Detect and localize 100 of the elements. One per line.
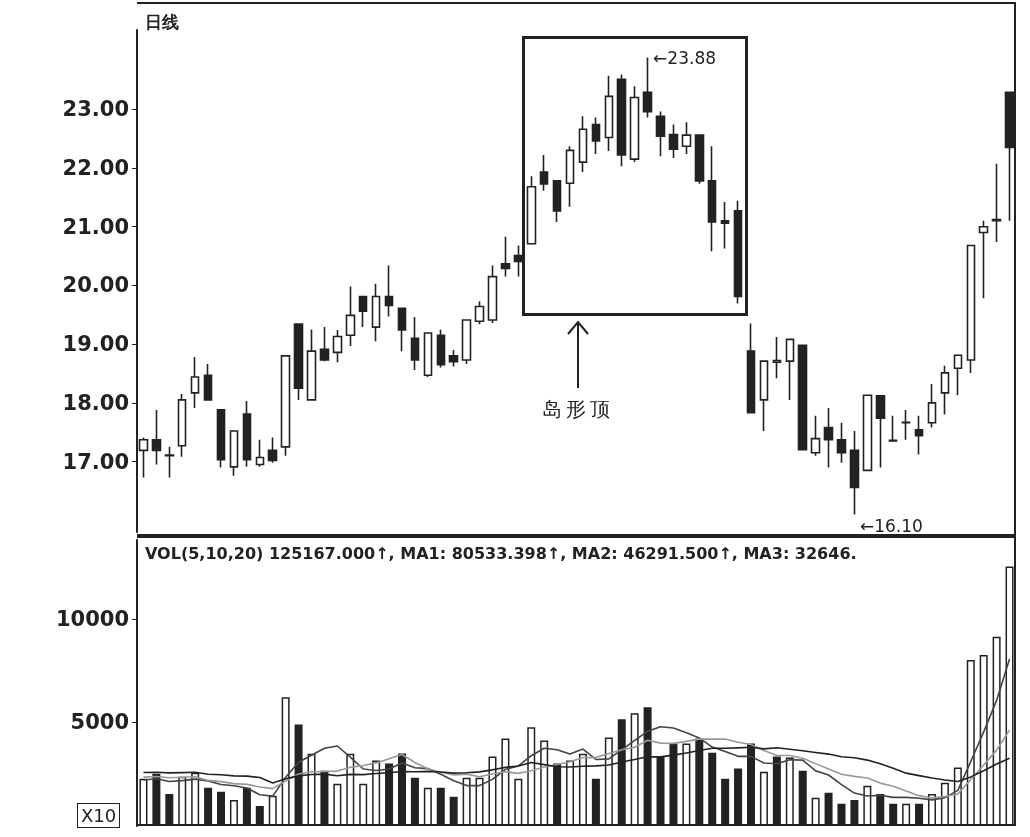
y-tick-label: 10000 [55, 606, 129, 631]
candlestick [267, 436, 278, 464]
bar [785, 757, 794, 826]
bar [268, 795, 277, 826]
candlestick [358, 295, 368, 328]
candlestick [759, 360, 769, 432]
candlestick [448, 349, 459, 368]
candlestick [190, 356, 200, 409]
candlestick [772, 336, 782, 379]
bar [721, 778, 730, 826]
candlestick [487, 264, 498, 324]
bar [178, 776, 187, 826]
y-tick-label: 23.00 [62, 97, 129, 122]
candlestick [746, 322, 756, 414]
y-tick-label: 5000 [70, 710, 129, 735]
bar [475, 777, 484, 826]
candlestick [332, 329, 343, 364]
bar [242, 787, 251, 826]
candlestick [565, 145, 575, 208]
candlestick [681, 121, 692, 155]
y-tick-label: 17.00 [62, 449, 129, 474]
bar [772, 756, 781, 826]
candlestick [733, 200, 743, 305]
candlestick [629, 85, 640, 163]
candlestick [255, 439, 265, 468]
candlestick [410, 316, 420, 371]
candlestick [823, 407, 834, 469]
bar [889, 803, 898, 826]
candlestick [1004, 91, 1015, 222]
text: X10 [77, 803, 121, 828]
candlestick [785, 338, 795, 401]
bar [217, 791, 226, 826]
candlestick [953, 354, 963, 396]
y-tick-label: 20.00 [62, 273, 129, 298]
candlestick [810, 414, 821, 457]
annotation: ←16.10 [859, 516, 923, 537]
candlestick [940, 365, 950, 416]
candlestick [616, 73, 627, 168]
bar [333, 783, 342, 826]
candlestick [668, 123, 679, 159]
candlestick [216, 409, 226, 469]
bar [462, 777, 471, 826]
candlestick [177, 393, 187, 458]
candlestick [319, 326, 330, 362]
candlestick [694, 134, 705, 185]
candlestick [229, 430, 239, 477]
bar [734, 768, 743, 826]
bar [423, 787, 432, 826]
candlestick [578, 115, 588, 173]
bar [902, 803, 911, 826]
y-tick-label: 21.00 [62, 214, 129, 239]
candlestick [914, 414, 924, 456]
candlestick [642, 56, 653, 119]
candlestick [991, 163, 1002, 243]
candlestick [875, 394, 886, 469]
candlestick [707, 145, 717, 253]
candlestick [591, 116, 601, 155]
candlestick [384, 264, 394, 318]
candlestick [474, 300, 485, 325]
candlestick [836, 421, 847, 464]
y-tick-label: 18.00 [62, 390, 129, 415]
candlestick [151, 409, 162, 466]
candlestick [345, 285, 356, 347]
candlestick [203, 363, 213, 401]
bar [410, 777, 419, 826]
bar [876, 793, 885, 826]
candlestick [978, 220, 989, 300]
chart-title: 日线 [145, 11, 179, 32]
candlestick [604, 75, 614, 152]
bar [759, 771, 768, 826]
candlestick [436, 328, 446, 369]
candlestick [901, 409, 911, 441]
bar [837, 803, 846, 826]
bar [204, 787, 213, 826]
y-tick-label: 22.00 [62, 155, 129, 180]
bar [165, 793, 174, 826]
candlestick [280, 355, 291, 457]
candlestick [720, 201, 730, 250]
annotation: ←23.88 [653, 47, 717, 68]
candlestick [500, 235, 511, 278]
bar [850, 799, 859, 826]
chart-title: VOL(5,10,20) 125167.000↑, MA1: 80533.398↑, MA2: 46291.500↑, MA3: 32646. [145, 543, 857, 563]
bar [436, 787, 445, 826]
candlestick [461, 319, 472, 365]
candlestick [293, 323, 304, 401]
bar [811, 797, 820, 826]
candlestick [552, 180, 562, 223]
bar [824, 792, 833, 826]
candlestick [862, 394, 873, 472]
candlestick [849, 430, 860, 516]
line-series [142, 729, 1011, 799]
bar [359, 783, 368, 826]
bar [514, 778, 523, 826]
bar [449, 796, 458, 826]
candlestick [306, 328, 317, 401]
bar [229, 799, 238, 826]
annotation: 岛形顶 [541, 395, 616, 423]
candlestick [539, 154, 549, 192]
candlestick [423, 332, 433, 378]
bar [591, 778, 600, 826]
